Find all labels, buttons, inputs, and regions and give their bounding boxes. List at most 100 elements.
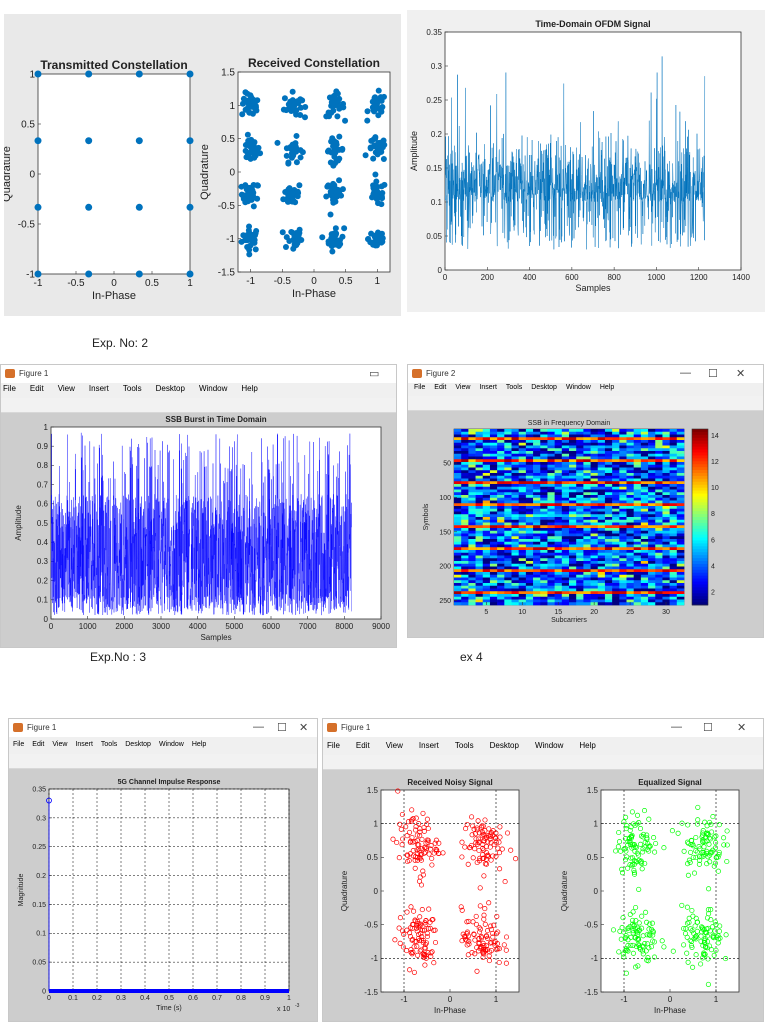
colorbar-segment [692,431,708,436]
heatmap-cell [511,429,519,433]
menu-desktop[interactable]: Desktop [155,384,185,393]
heatmap-cell [648,555,656,559]
minimize-icon[interactable]: — [671,721,682,733]
menu-window[interactable]: Window [534,741,564,750]
heatmap-cell [597,481,606,485]
menu-file[interactable]: File [13,741,25,748]
menu-edit[interactable]: Edit [29,384,44,393]
heatmap-cell [561,530,570,534]
signal-point [474,968,480,974]
heatmap-cell [576,442,584,446]
received-point [294,193,301,200]
colorbar-segment [692,514,708,518]
menu-insert[interactable]: Insert [88,384,109,393]
y-tick-label: -1 [226,234,235,245]
received-point [248,196,255,203]
heatmap-cell [482,473,491,477]
menu-edit[interactable]: Edit [32,741,45,748]
heatmap-cell [648,522,656,526]
signal-point [427,919,433,925]
menu-desktop[interactable]: Desktop [531,384,557,391]
heatmap-cell [497,519,505,523]
heatmap-cell [518,530,527,534]
maximize-icon[interactable]: ▭ [369,368,380,380]
heatmap-cell [489,577,498,581]
heatmap-cell [518,462,527,466]
heatmap-cell [482,541,491,545]
menu-window[interactable]: Window [565,384,591,391]
heatmap-cell [612,547,620,551]
minimize-icon[interactable]: — [253,721,264,733]
heatmap-cell [590,536,599,540]
heatmap-cell [561,478,570,482]
menu-insert[interactable]: Insert [75,741,93,748]
signal-point [684,839,691,845]
menu-window[interactable]: Window [158,741,184,748]
menu-file[interactable]: File [3,384,16,393]
heatmap-cell [604,467,613,471]
signal-point [477,903,483,909]
menu-help[interactable]: Help [191,741,207,748]
close-icon[interactable]: ✕ [737,722,747,734]
heatmap-cell [633,544,642,548]
menu-desktop[interactable]: Desktop [125,741,151,748]
menu-desktop[interactable]: Desktop [489,741,519,750]
heatmap-cell [475,591,484,595]
menu-edit[interactable]: Edit [355,741,370,750]
minimize-icon[interactable]: — [680,367,691,379]
heatmap-cell [482,530,491,534]
menu-tools[interactable]: Tools [100,741,118,748]
menu-tools[interactable]: Tools [454,741,474,750]
signal-point [646,816,652,822]
signal-point [508,847,514,853]
menu-view[interactable]: View [385,741,403,750]
signal-point [675,830,681,836]
heatmap-cell [468,558,476,562]
maximize-icon[interactable]: ☐ [277,722,287,734]
heatmap-cell [612,464,620,468]
maximize-icon[interactable]: ☐ [703,722,713,734]
y-tick-label: 0.3 [37,557,49,566]
heatmap-cell [497,558,505,562]
heatmap-cell [648,451,656,455]
maximize-icon[interactable]: ☐ [708,368,718,380]
signal-point [493,853,499,859]
heatmap-cell [604,602,613,606]
menu-help[interactable]: Help [599,384,615,391]
heatmap-cell [547,434,555,438]
menu-insert[interactable]: Insert [418,741,439,750]
heatmap-cell [540,583,548,587]
heatmap-cell [569,486,577,490]
heatmap-cell [540,437,548,441]
menu-window[interactable]: Window [198,384,228,393]
heatmap-cell [583,569,591,573]
signal-point [476,840,482,846]
signal-point [646,848,652,854]
menu-tools[interactable]: Tools [122,384,142,393]
menu-help[interactable]: Help [241,384,258,393]
menu-insert[interactable]: Insert [479,384,497,391]
received-point [251,154,258,161]
heatmap-cell [590,500,599,504]
menu-edit[interactable]: Edit [434,384,447,391]
menu-view[interactable]: View [455,384,471,391]
menu-file[interactable]: File [327,741,340,750]
heatmap-cell [511,536,519,540]
heatmap-cell [590,528,599,532]
close-icon[interactable]: ✕ [299,722,309,734]
menu-help[interactable]: Help [579,741,596,750]
heatmap-cell [482,442,491,446]
heatmap-cell [504,588,512,592]
colorbar-segment [692,455,708,459]
close-icon[interactable]: ✕ [736,368,746,380]
menu-file[interactable]: File [414,384,426,391]
heatmap-cell [583,525,591,529]
heatmap-cell [504,577,512,581]
menu-view[interactable]: View [57,384,75,393]
heatmap-cell [633,533,642,537]
received-point [375,87,382,94]
heatmap-cell [676,574,685,578]
heatmap-cell [662,500,670,504]
menu-tools[interactable]: Tools [505,384,523,391]
menu-view[interactable]: View [52,741,68,748]
